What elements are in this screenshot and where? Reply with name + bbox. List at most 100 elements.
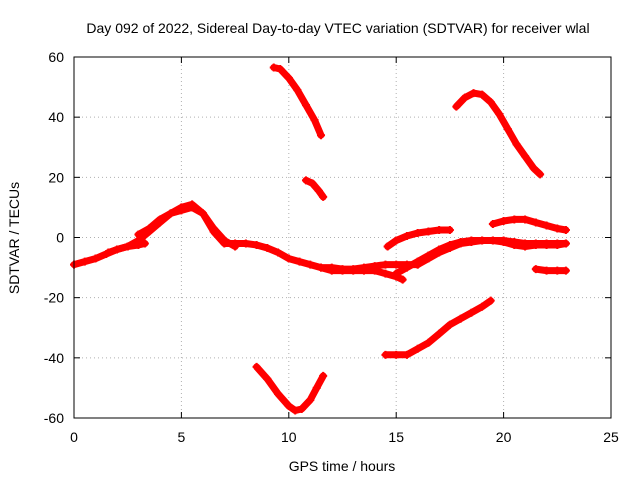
data-point bbox=[198, 209, 207, 218]
axis-ticks: 0 5 10 15 20 25 -60 -40 -20 0 20 40 60 bbox=[44, 49, 619, 445]
chart-title: Day 092 of 2022, Sidereal Day-to-day VTE… bbox=[86, 20, 589, 36]
data-point bbox=[424, 254, 433, 263]
y-tick-label: 20 bbox=[48, 169, 64, 185]
data-point bbox=[312, 383, 321, 392]
data-point bbox=[531, 265, 540, 274]
data-point bbox=[112, 245, 121, 254]
x-tick-label: 0 bbox=[70, 429, 78, 445]
series-track-7 bbox=[317, 261, 422, 273]
data-point bbox=[398, 275, 407, 284]
data-point bbox=[413, 344, 422, 353]
x-tick-label: 5 bbox=[178, 429, 186, 445]
data-point bbox=[469, 89, 478, 98]
data-point bbox=[306, 395, 315, 404]
x-tick-label: 25 bbox=[603, 429, 619, 445]
grid bbox=[74, 57, 611, 418]
data-point bbox=[488, 236, 497, 245]
data-point bbox=[123, 242, 132, 251]
data-series bbox=[70, 63, 570, 415]
data-point bbox=[381, 269, 390, 278]
y-tick-label: -20 bbox=[44, 290, 64, 306]
data-point bbox=[91, 254, 100, 263]
series-track-12 bbox=[452, 89, 544, 178]
data-point bbox=[413, 260, 422, 269]
data-point bbox=[542, 241, 551, 250]
data-point bbox=[220, 236, 229, 245]
data-point bbox=[392, 236, 401, 245]
data-point bbox=[402, 263, 411, 272]
x-tick-label: 20 bbox=[496, 429, 512, 445]
data-point bbox=[301, 176, 310, 185]
data-point bbox=[349, 265, 358, 274]
data-point bbox=[134, 230, 143, 239]
data-point bbox=[553, 266, 562, 275]
data-point bbox=[512, 140, 521, 149]
data-point bbox=[274, 389, 283, 398]
data-point bbox=[536, 170, 545, 179]
data-point bbox=[435, 329, 444, 338]
data-point bbox=[521, 242, 530, 251]
data-point bbox=[456, 239, 465, 248]
data-point bbox=[478, 302, 487, 311]
data-point bbox=[314, 186, 323, 195]
data-point bbox=[383, 242, 392, 251]
data-point bbox=[327, 263, 336, 272]
data-point bbox=[531, 241, 540, 250]
data-point bbox=[456, 314, 465, 323]
data-point bbox=[486, 98, 495, 107]
series-track-4 bbox=[270, 64, 325, 139]
data-point bbox=[274, 248, 283, 257]
series-track-14 bbox=[532, 265, 570, 275]
data-point bbox=[392, 269, 401, 278]
data-point bbox=[188, 203, 197, 212]
data-point bbox=[499, 216, 508, 225]
data-point bbox=[284, 74, 293, 83]
data-point bbox=[209, 224, 218, 233]
data-point bbox=[424, 227, 433, 236]
data-point bbox=[503, 125, 512, 134]
data-point bbox=[310, 116, 319, 125]
data-point bbox=[177, 206, 186, 215]
data-point bbox=[306, 260, 315, 269]
series-track-3 bbox=[134, 203, 239, 250]
data-point bbox=[263, 244, 272, 253]
data-point bbox=[231, 242, 240, 251]
data-point bbox=[510, 241, 519, 250]
data-point bbox=[510, 215, 519, 224]
data-point bbox=[402, 350, 411, 359]
data-point bbox=[392, 260, 401, 269]
data-point bbox=[467, 238, 476, 247]
y-tick-label: 0 bbox=[56, 230, 64, 246]
data-point bbox=[166, 209, 175, 218]
data-point bbox=[301, 101, 310, 110]
data-point bbox=[291, 406, 300, 415]
data-point bbox=[297, 404, 306, 413]
data-point bbox=[445, 225, 454, 234]
data-point bbox=[80, 257, 89, 266]
data-point bbox=[561, 266, 570, 275]
y-axis-label: SDTVAR / TECUs bbox=[6, 182, 22, 294]
data-point bbox=[381, 260, 390, 269]
data-point bbox=[478, 90, 487, 99]
data-point bbox=[521, 215, 530, 224]
data-point bbox=[269, 63, 278, 72]
data-point bbox=[445, 244, 454, 253]
x-tick-label: 15 bbox=[388, 429, 404, 445]
data-point bbox=[553, 224, 562, 233]
data-point bbox=[284, 254, 293, 263]
data-point bbox=[319, 192, 328, 201]
data-point bbox=[359, 263, 368, 272]
data-point bbox=[155, 215, 164, 224]
data-point bbox=[402, 231, 411, 240]
y-tick-label: -60 bbox=[44, 410, 64, 426]
data-point bbox=[542, 266, 551, 275]
x-axis-label: GPS time / hours bbox=[289, 458, 396, 474]
data-point bbox=[319, 371, 328, 380]
data-point bbox=[295, 257, 304, 266]
data-point bbox=[424, 338, 433, 347]
data-point bbox=[241, 239, 250, 248]
data-point bbox=[521, 152, 530, 161]
data-point bbox=[338, 265, 347, 274]
data-point bbox=[542, 221, 551, 230]
